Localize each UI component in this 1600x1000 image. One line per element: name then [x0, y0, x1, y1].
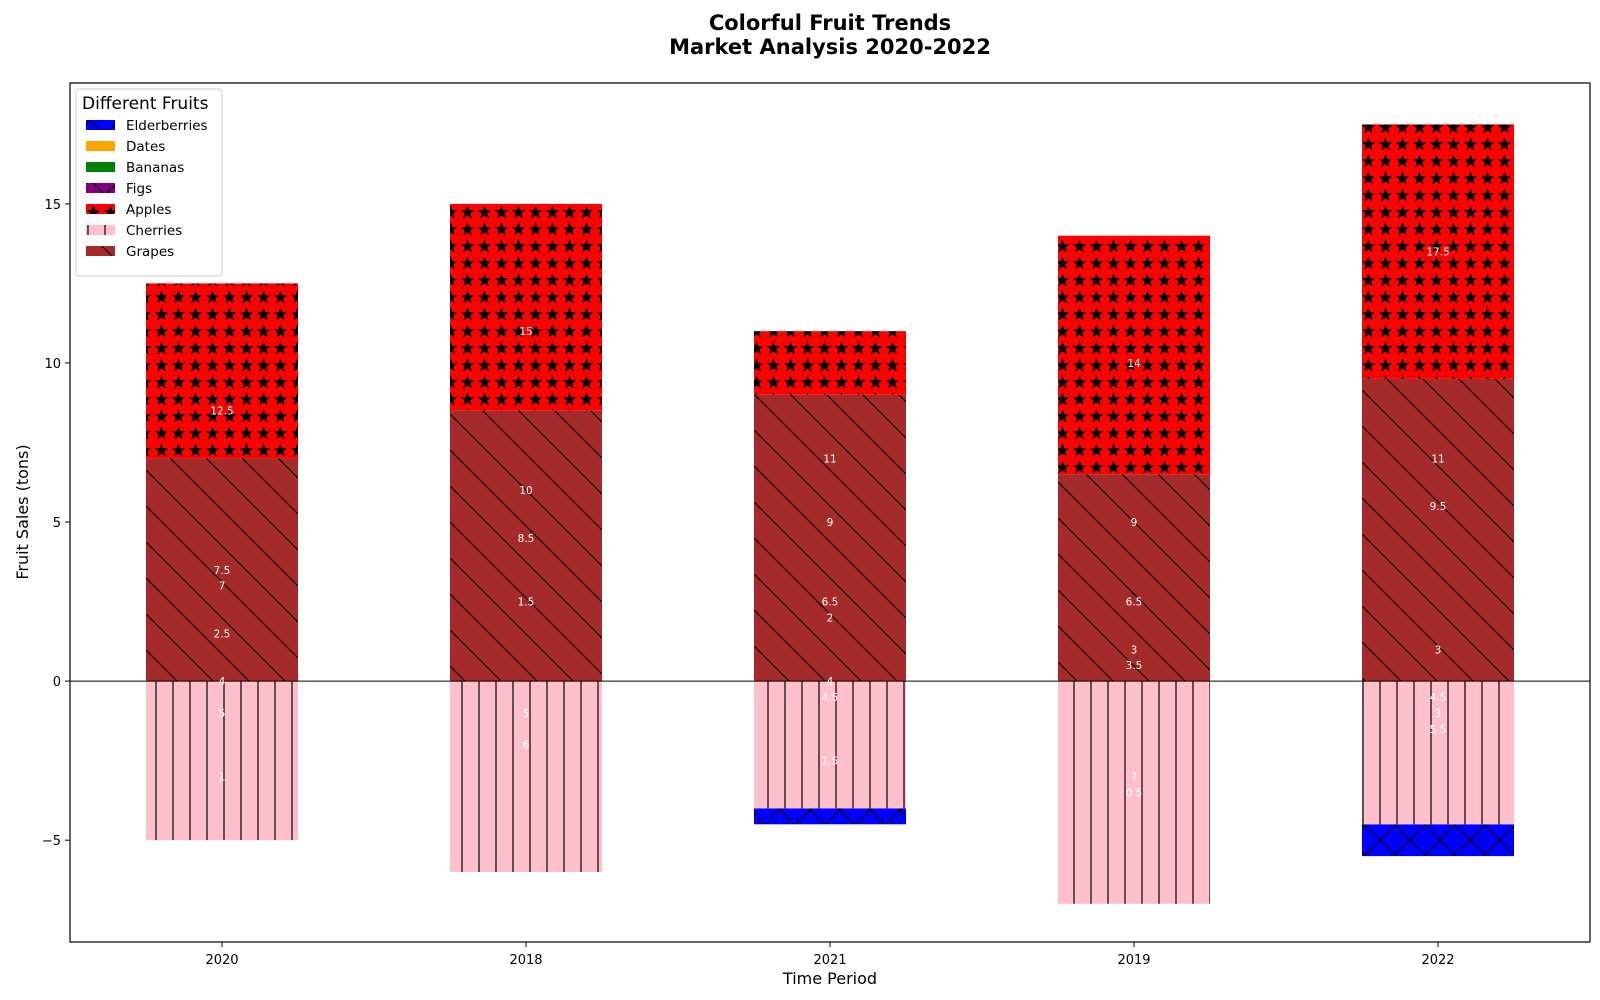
x-tick-label-2018: 2018: [509, 953, 542, 968]
y-tick-label: 15: [44, 198, 61, 213]
data-label-2021-6: 1.5: [822, 756, 839, 768]
data-label-2022-0: 17.5: [1426, 247, 1449, 259]
data-label-2021-2: 6.5: [822, 597, 839, 609]
legend-swatch-dates: [86, 141, 115, 151]
legend-swatch-apples: [86, 204, 115, 214]
y-tick-label: −5: [42, 834, 61, 849]
bar-cherries-2019: [1058, 681, 1210, 904]
data-label-2022-6: 5.5: [1430, 724, 1447, 736]
data-label-2019-6: 0.5: [1126, 787, 1143, 799]
bar-grapes-2019: [1058, 474, 1210, 682]
chart-title: Colorful Fruit Trends Market Analysis 20…: [669, 11, 991, 59]
data-label-2019-0: 14: [1127, 358, 1141, 370]
legend-label-figs: Figs: [126, 181, 152, 197]
bar-apples-2022: [1362, 124, 1514, 379]
bar-apples-2019: [1058, 235, 1210, 475]
data-label-2021-0: 11: [823, 453, 836, 465]
data-label-2022-4: 4.5: [1430, 692, 1447, 704]
data-label-2020-1: 7.5: [214, 565, 231, 577]
legend-label-apples: Apples: [126, 202, 171, 218]
legend-swatch-grapes: [86, 246, 115, 256]
legend-label-bananas: Bananas: [126, 160, 184, 176]
data-label-2020-6: 1: [219, 772, 226, 784]
data-label-2021-1: 9: [827, 517, 834, 529]
x-tick-label-2021: 2021: [813, 953, 846, 968]
data-label-2018-1: 10: [519, 485, 532, 497]
legend: Different Fruits Elderberries Dates Bananas…: [75, 88, 223, 277]
data-label-2022-1: 11: [1431, 453, 1444, 465]
bar-apples-2021: [754, 331, 906, 395]
data-label-2019-1: 9: [1131, 517, 1138, 529]
y-axis-label: Fruit Sales (tons): [13, 444, 32, 579]
data-label-2019-4: 3.5: [1126, 660, 1143, 672]
data-label-2019-5: 7: [1131, 772, 1138, 784]
bar-grapes-2022: [1362, 378, 1514, 682]
data-label-2018-4: 5: [523, 708, 530, 720]
legend-swatch-bananas: [86, 162, 115, 172]
data-label-2021-4: 4: [827, 676, 834, 688]
legend-title: Different Fruits: [82, 94, 209, 114]
bar-grapes-2021: [754, 394, 906, 682]
legend-label-cherries: Cherries: [126, 223, 182, 239]
y-tick-label: 10: [44, 357, 61, 372]
bar-elderberries-2021: [754, 808, 906, 825]
y-tick-label: 0: [53, 675, 61, 690]
chart-title-line-1: Colorful Fruit Trends: [709, 11, 951, 35]
data-label-2020-0: 12.5: [210, 406, 233, 418]
chart-title-line-2: Market Analysis 2020-2022: [669, 35, 991, 59]
bars-layer: [146, 124, 1514, 904]
data-label-2018-2: 8.5: [518, 533, 535, 545]
data-label-2019-2: 6.5: [1126, 597, 1143, 609]
x-axis-label: Time Period: [782, 969, 877, 988]
data-label-2019-3: 3: [1131, 644, 1138, 656]
y-axis-ticks: −5 0 5 10 15: [42, 198, 70, 849]
data-label-2021-3: 2: [827, 612, 834, 624]
x-tick-label-2022: 2022: [1421, 953, 1454, 968]
x-tick-label-2020: 2020: [205, 953, 238, 968]
data-label-2020-3: 2.5: [214, 628, 231, 640]
bar-cherries-2018: [450, 681, 602, 873]
data-label-2018-5: 6: [523, 740, 530, 752]
data-label-2021-5: 4.5: [822, 692, 839, 704]
x-axis-ticks: 2020 2018 2021 2019 2022: [205, 942, 1455, 968]
x-tick-label-2019: 2019: [1117, 953, 1150, 968]
y-tick-label: 5: [53, 516, 61, 531]
bar-cherries-2022: [1362, 681, 1514, 825]
data-label-2022-5: 3: [1435, 708, 1442, 720]
legend-swatch-elderberries: [86, 120, 115, 130]
legend-label-dates: Dates: [126, 139, 165, 155]
data-label-2020-5: 5: [219, 708, 226, 720]
legend-label-grapes: Grapes: [126, 244, 174, 260]
legend-label-elderberries: Elderberries: [126, 118, 208, 134]
bar-apples-2020: [146, 283, 298, 459]
bar-grapes-2020: [146, 458, 298, 682]
legend-swatch-cherries: [86, 225, 115, 235]
data-label-2020-2: 7: [219, 581, 226, 593]
bar-cherries-2021: [754, 681, 906, 809]
data-label-2020-4: 4: [219, 676, 226, 688]
data-label-2022-3: 3: [1435, 644, 1442, 656]
bar-apples-2018: [450, 203, 602, 411]
bar-elderberries-2022: [1362, 824, 1514, 857]
legend-swatch-figs: [86, 183, 115, 193]
data-label-2018-3: 1.5: [518, 597, 535, 609]
data-labels-layer: 12.5 7.5 7 2.5 4 5 1 15 10 8.5 1.5 5 6 11 9 6.5 2 4 4.5 1.5…: [210, 247, 1449, 800]
bar-grapes-2018: [450, 410, 602, 682]
bar-cherries-2020: [146, 681, 298, 841]
data-label-2022-2: 9.5: [1430, 501, 1447, 513]
data-label-2018-0: 15: [519, 326, 532, 338]
